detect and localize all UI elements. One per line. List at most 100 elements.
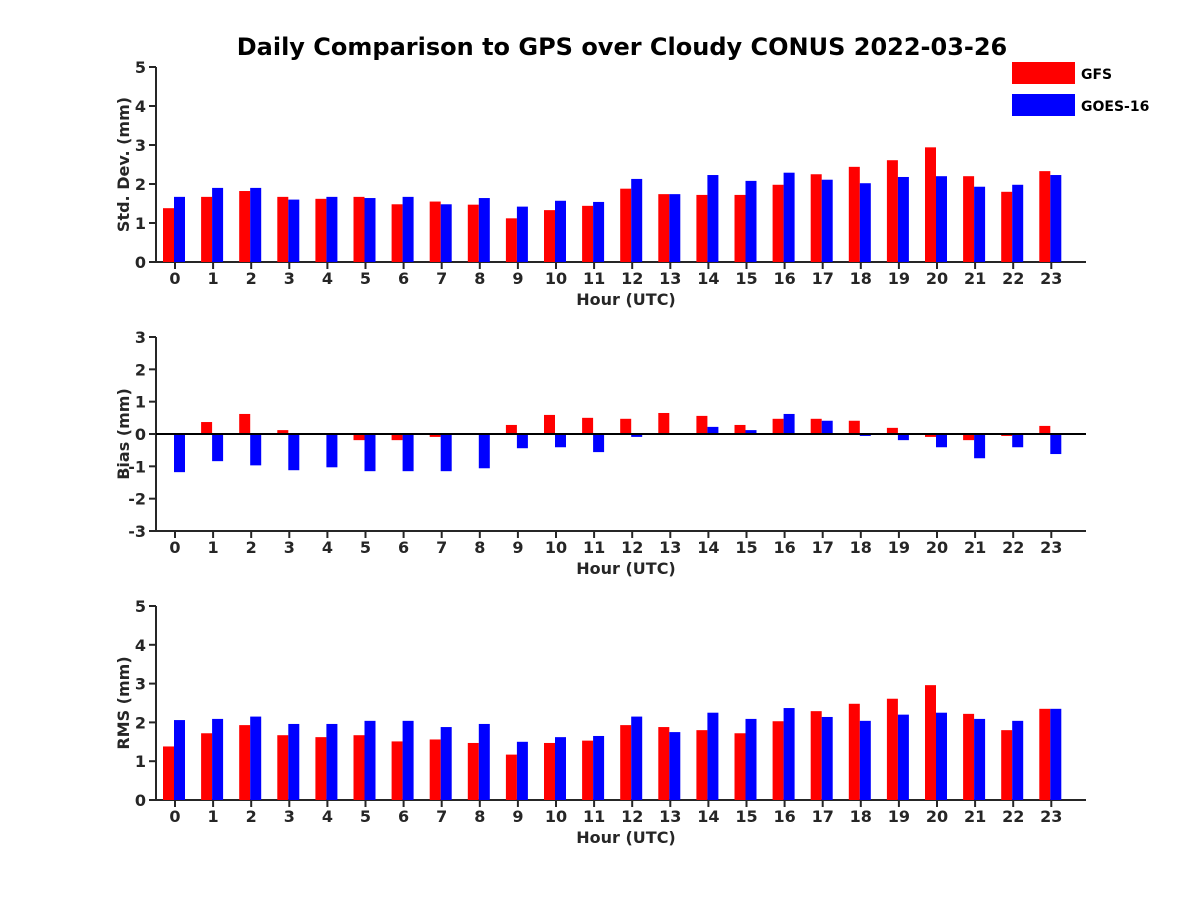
bar-gfs-hour-12 [620, 188, 632, 262]
bar-goes-16-hour-7 [440, 434, 452, 472]
bar-goes-16-hour-3 [288, 199, 300, 262]
x-tick-label: 17 [812, 269, 834, 288]
x-tick-label: 22 [1002, 538, 1024, 557]
bar-gfs-hour-23 [1039, 425, 1051, 434]
x-tick-label: 21 [964, 269, 986, 288]
bar-gfs-hour-21 [963, 176, 975, 262]
bar-gfs-hour-15 [734, 733, 746, 800]
bar-goes-16-hour-5 [364, 434, 376, 472]
bar-goes-16-hour-9 [516, 741, 528, 800]
bar-goes-16-hour-5 [364, 720, 376, 800]
x-tick-label: 6 [398, 269, 409, 288]
x-tick-label: 16 [773, 269, 795, 288]
x-tick-label: 1 [208, 807, 219, 826]
bar-gfs-hour-16 [772, 184, 784, 262]
bar-gfs-hour-1 [201, 422, 213, 434]
bar-gfs-hour-22 [1001, 191, 1013, 262]
bar-gfs-hour-17 [810, 711, 822, 800]
bar-gfs-hour-21 [963, 713, 975, 800]
y-tick-label: -2 [128, 490, 146, 509]
y-tick-label: 5 [135, 58, 146, 77]
legend-label-gfs: GFS [1081, 67, 1112, 83]
bar-gfs-hour-19 [886, 160, 898, 262]
bar-gfs-hour-20 [925, 147, 936, 262]
bar-goes-16-hour-15 [745, 180, 757, 262]
bar-goes-16-hour-0 [174, 196, 185, 262]
x-tick-label: 13 [659, 269, 681, 288]
bar-gfs-hour-12 [620, 725, 632, 800]
bar-gfs-hour-15 [734, 424, 746, 434]
chart-title: Daily Comparison to GPS over Cloudy CONU… [237, 33, 1008, 61]
bar-gfs-hour-3 [277, 196, 289, 262]
bar-goes-16-hour-22 [1012, 720, 1024, 800]
bar-goes-16-hour-10 [555, 434, 566, 448]
y-tick-label: 0 [135, 425, 146, 444]
bar-gfs-hour-13 [658, 412, 670, 434]
bar-goes-16-hour-13 [669, 732, 681, 800]
legend-swatch-gfs [1012, 62, 1075, 84]
bar-goes-16-hour-6 [402, 434, 414, 472]
x-tick-label: 22 [1002, 807, 1024, 826]
y-tick-label: 0 [135, 791, 146, 810]
bar-goes-16-hour-6 [402, 196, 414, 262]
x-tick-label: 10 [545, 538, 567, 557]
x-tick-label: 23 [1040, 269, 1062, 288]
x-tick-label: 7 [436, 807, 447, 826]
bar-gfs-hour-23 [1039, 171, 1051, 262]
x-tick-label: 1 [208, 538, 219, 557]
x-tick-label: 21 [964, 807, 986, 826]
x-tick-label: 17 [812, 807, 834, 826]
x-tick-label: 10 [545, 269, 567, 288]
x-axis-label: Hour (UTC) [576, 290, 676, 309]
x-tick-label: 16 [773, 538, 795, 557]
x-tick-label: 23 [1040, 538, 1062, 557]
bar-goes-16-hour-20 [936, 176, 947, 262]
x-tick-label: 11 [583, 538, 605, 557]
bar-gfs-hour-14 [696, 730, 708, 800]
y-tick-label: 3 [135, 328, 146, 347]
bar-gfs-hour-13 [658, 727, 670, 800]
bar-goes-16-hour-3 [288, 434, 300, 471]
x-tick-label: 18 [850, 807, 872, 826]
x-tick-label: 8 [474, 269, 485, 288]
bar-gfs-hour-0 [163, 746, 174, 800]
bar-gfs-hour-9 [505, 218, 517, 262]
y-tick-label: 3 [135, 675, 146, 694]
x-tick-label: 9 [512, 269, 523, 288]
bar-goes-16-hour-12 [631, 716, 643, 800]
y-tick-label: -1 [128, 457, 146, 476]
x-tick-label: 0 [169, 807, 180, 826]
bar-goes-16-hour-16 [783, 708, 795, 800]
x-tick-label: 3 [284, 807, 295, 826]
y-tick-label: 1 [135, 393, 146, 412]
bar-goes-16-hour-4 [326, 723, 338, 800]
bar-gfs-hour-9 [505, 754, 517, 800]
x-tick-label: 5 [360, 807, 371, 826]
x-tick-label: 22 [1002, 269, 1024, 288]
x-tick-label: 15 [735, 538, 757, 557]
bar-goes-16-hour-12 [631, 434, 643, 437]
bar-gfs-hour-23 [1039, 708, 1051, 800]
y-tick-label: 3 [135, 136, 146, 155]
x-tick-label: 12 [621, 269, 643, 288]
bar-goes-16-hour-19 [897, 714, 909, 800]
bar-gfs-hour-2 [239, 191, 251, 262]
x-tick-label: 17 [812, 538, 834, 557]
bar-gfs-hour-7 [429, 739, 441, 800]
bar-gfs-hour-18 [848, 703, 860, 800]
x-tick-label: 20 [926, 807, 948, 826]
x-axis-label: Hour (UTC) [576, 828, 676, 847]
bar-gfs-hour-6 [391, 741, 403, 800]
x-tick-label: 0 [169, 269, 180, 288]
bar-goes-16-hour-15 [745, 430, 757, 434]
bar-gfs-hour-4 [315, 737, 327, 800]
x-axis-label: Hour (UTC) [576, 559, 676, 578]
bar-goes-16-hour-22 [1012, 434, 1024, 448]
x-tick-label: 4 [322, 538, 333, 557]
bar-goes-16-hour-0 [174, 434, 185, 473]
x-tick-label: 15 [735, 269, 757, 288]
bar-goes-16-hour-7 [440, 204, 452, 262]
bar-goes-16-hour-22 [1012, 184, 1024, 262]
bar-goes-16-hour-17 [821, 179, 833, 262]
bar-goes-16-hour-8 [478, 198, 490, 262]
